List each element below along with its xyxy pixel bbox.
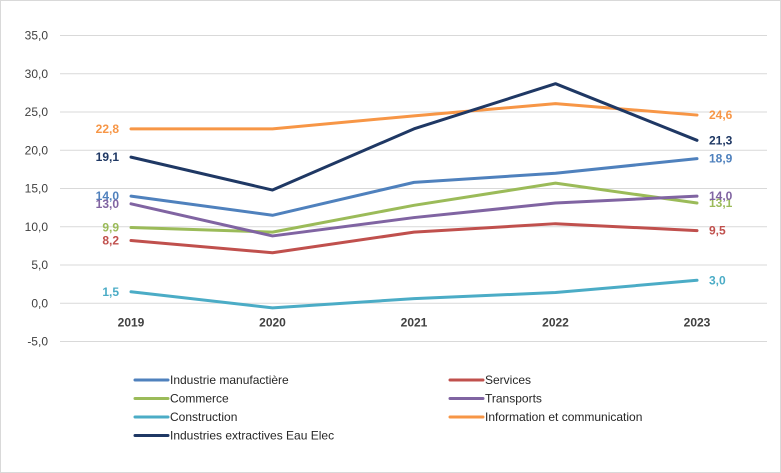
y-tick-label: -5,0 [27,335,48,349]
y-tick-label: 5,0 [31,258,48,272]
data-label: 14,0 [96,189,120,203]
legend-label: Industries extractives Eau Elec [170,429,334,443]
legend-item: Industrie manufactière [133,373,289,387]
data-label: 1,5 [102,285,119,299]
y-tick-label: 20,0 [25,143,49,157]
data-label: 22,8 [96,122,120,136]
legend-label: Construction [170,410,237,424]
x-axis-ticks: 2019 2020 2021 2022 2023 [118,315,711,329]
legend-label: Commerce [170,392,229,406]
x-tick-label: 2022 [542,315,569,329]
x-tick-label: 2019 [118,315,145,329]
legend-item: Transports [448,392,542,406]
x-tick-label: 2023 [684,315,711,329]
series-line-7 [129,82,699,192]
legend-label: Transports [485,392,542,406]
legend-label: Information et communication [485,410,642,424]
legend-label: Services [485,373,531,387]
series-line-6 [129,102,699,131]
y-tick-label: 25,0 [25,105,49,119]
series-lines [129,82,699,310]
series-line-5 [129,278,699,310]
data-labels: 14,018,98,29,59,913,113,014,01,53,022,82… [96,108,733,299]
y-tick-label: 10,0 [25,220,49,234]
legend-item: Information et communication [448,410,642,424]
data-label: 13,0 [96,197,120,211]
data-label: 9,9 [102,221,119,235]
data-label: 13,1 [709,196,733,210]
y-axis-ticks: -5,0 0,0 5,0 10,0 15,0 20,0 25,0 30,0 35,0 [25,29,49,349]
data-label: 8,2 [102,234,119,248]
legend-label: Industrie manufactière [170,373,289,387]
data-label: 24,6 [709,108,733,122]
series-line-1 [129,157,699,217]
series-line-4 [129,194,699,238]
data-label: 18,9 [709,152,733,166]
x-tick-label: 2020 [259,315,286,329]
legend: Industrie manufactière Services Commerce Tr… [133,373,642,443]
y-tick-label: 30,0 [25,67,49,81]
legend-item: Commerce [133,392,229,406]
data-label: 9,5 [709,224,726,238]
legend-item: Construction [133,410,237,424]
y-tick-label: 35,0 [25,29,49,43]
data-label: 19,1 [96,150,120,164]
data-label: 3,0 [709,273,726,287]
legend-item: Services [448,373,531,387]
series-line-3 [129,181,699,234]
data-label: 14,0 [709,189,733,203]
series-line-2 [129,222,699,255]
data-label: 21,3 [709,133,733,147]
x-tick-label: 2021 [401,315,428,329]
legend-item: Industries extractives Eau Elec [133,429,334,443]
y-tick-label: 0,0 [31,296,48,310]
y-tick-label: 15,0 [25,182,49,196]
